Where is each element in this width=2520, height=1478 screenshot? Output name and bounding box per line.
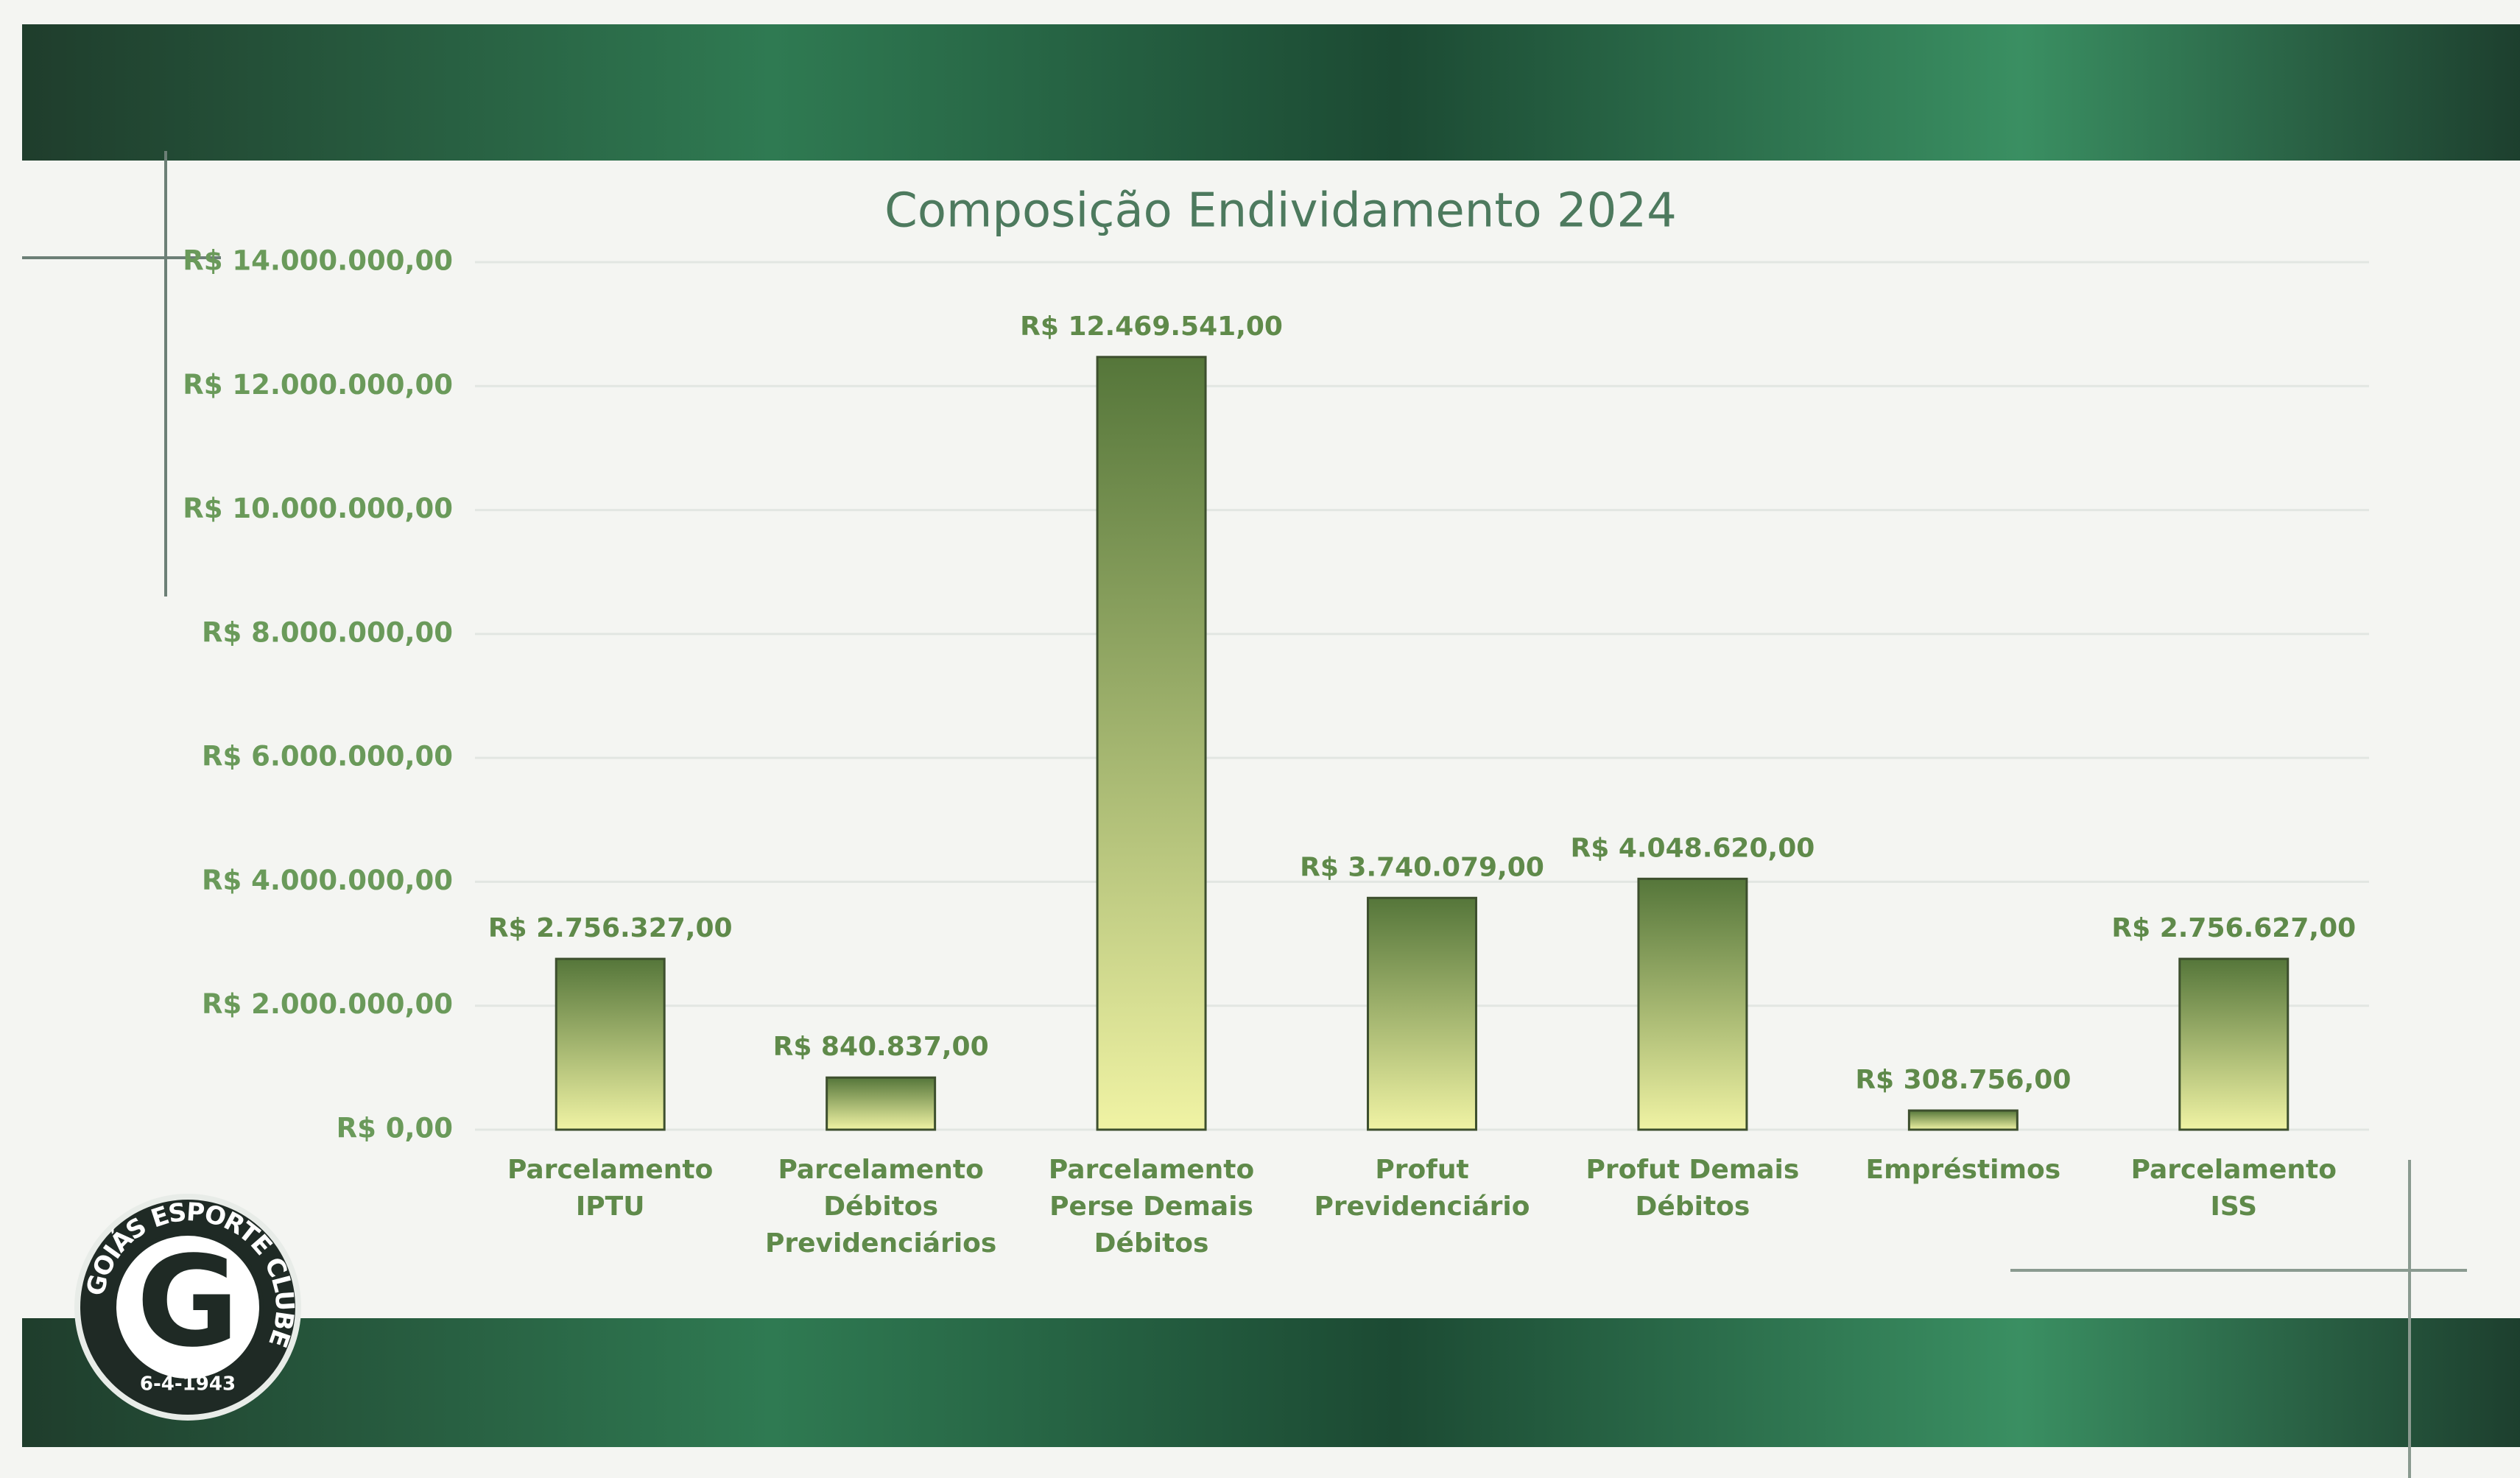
logo-letter: G (136, 1229, 239, 1375)
x-tick-label: Profut Demais Débitos (1571, 1152, 1814, 1225)
y-tick-label: R$ 12.000.000,00 (183, 369, 453, 401)
y-tick-label: R$ 0,00 (337, 1113, 453, 1144)
x-tick-label: Parcelamento ISS (2112, 1152, 2355, 1225)
bar (1097, 357, 1206, 1130)
value-label: R$ 2.756.627,00 (2111, 913, 2356, 943)
value-label: R$ 308.756,00 (1855, 1065, 2071, 1095)
value-label: R$ 4.048.620,00 (1571, 833, 1815, 863)
bar (1639, 879, 1747, 1130)
y-tick-label: R$ 14.000.000,00 (183, 245, 453, 277)
y-tick-label: R$ 6.000.000,00 (202, 741, 453, 773)
y-tick-label: R$ 2.000.000,00 (202, 988, 453, 1020)
bar (827, 1077, 935, 1130)
bar (556, 959, 664, 1130)
value-label: R$ 12.469.541,00 (1020, 312, 1283, 342)
y-tick-label: R$ 8.000.000,00 (202, 616, 453, 648)
value-label: R$ 3.740.079,00 (1300, 852, 1544, 882)
x-tick-label: Profut Previdenciário (1301, 1152, 1544, 1225)
logo-date: 6-4-1943 (140, 1373, 236, 1396)
bar (1368, 898, 1477, 1130)
y-tick-label: R$ 4.000.000,00 (202, 865, 453, 896)
x-tick-label: Parcelamento IPTU (489, 1152, 732, 1225)
x-tick-label: Empréstimos (1842, 1152, 2085, 1189)
bar (1909, 1111, 2017, 1130)
chart-title: Composição Endividamento 2024 (884, 184, 1677, 239)
x-tick-label: Parcelamento Perse Demais Débitos (1030, 1152, 1273, 1262)
x-tick-label: Parcelamento Débitos Previdenciários (759, 1152, 1002, 1262)
bottom-band (22, 1318, 2520, 1447)
bar (2180, 959, 2288, 1130)
y-tick-label: R$ 10.000.000,00 (183, 493, 453, 524)
value-label: R$ 840.837,00 (773, 1032, 989, 1062)
page: Composição Endividamento 2024 GOIÁS ESPO… (0, 0, 2520, 1478)
logo: GOIÁS ESPORTE CLUBE 6-4-1943 G (77, 1197, 300, 1418)
value-label: R$ 2.756.327,00 (488, 913, 733, 943)
top-band (22, 24, 2520, 161)
